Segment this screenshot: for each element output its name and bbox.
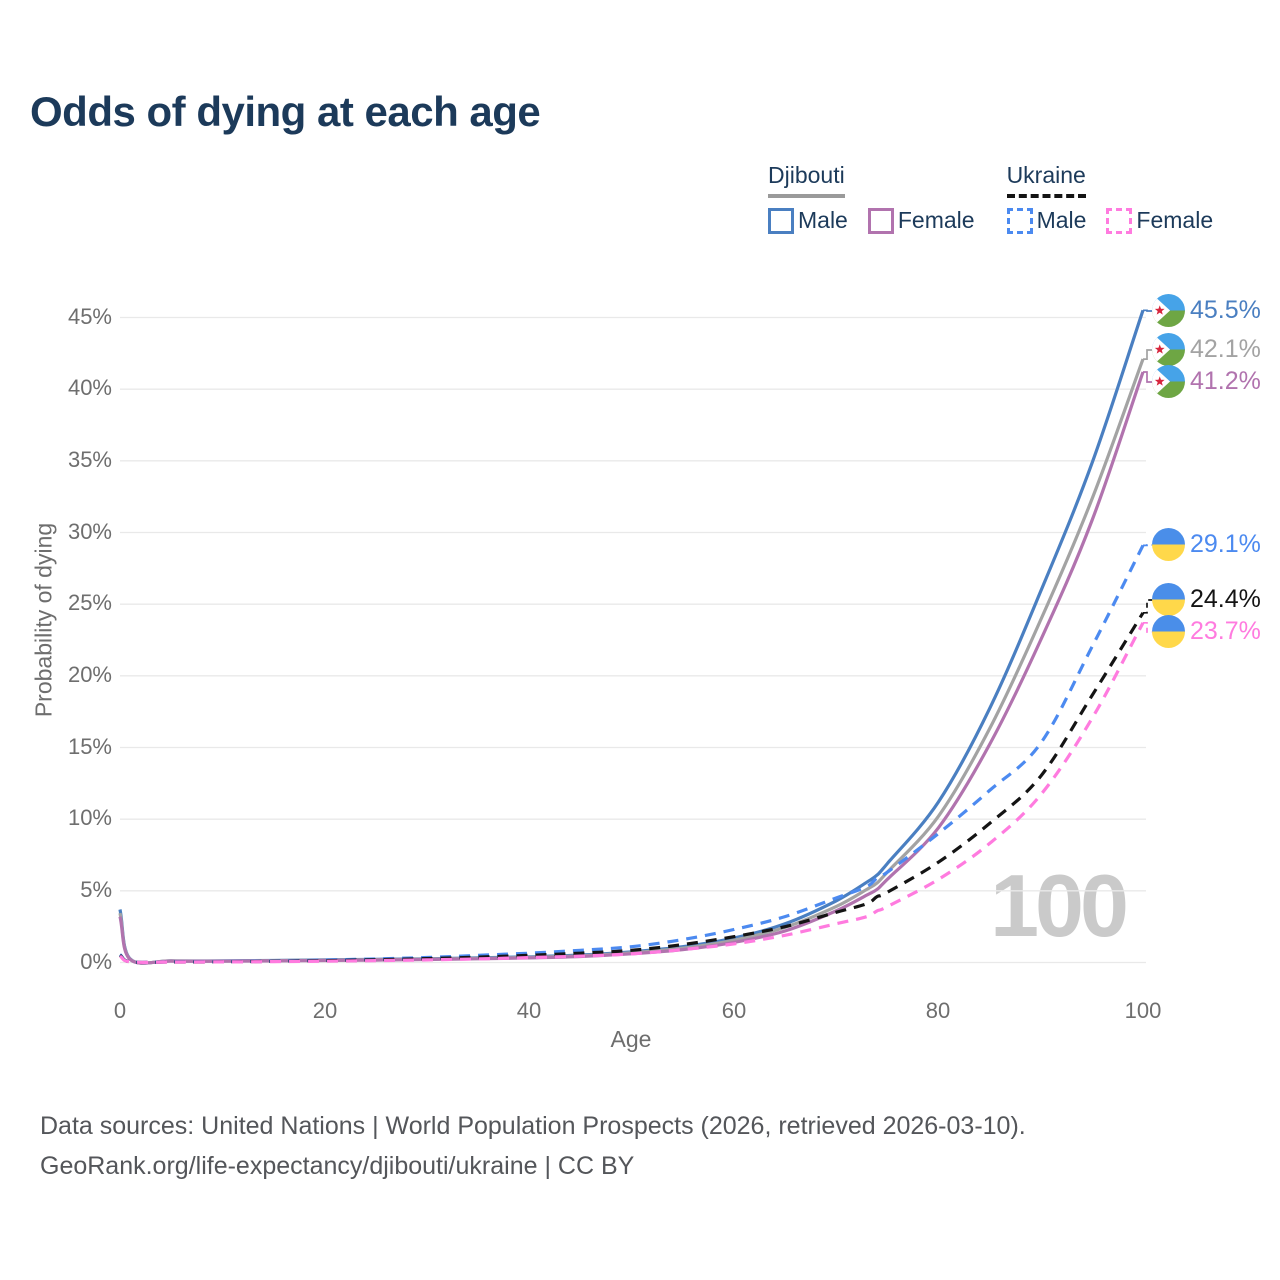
y-axis-tick: 5% [80, 877, 112, 902]
x-axis-tick: 80 [925, 998, 951, 1023]
ukraine-male-swatch-icon [1006, 207, 1033, 234]
y-axis-tick: 45% [67, 304, 112, 329]
legend-header-ukraine[interactable]: Ukraine [1006, 162, 1086, 198]
y-axis-tick: 30% [67, 519, 112, 544]
y-axis-title: Probability of dying [30, 522, 57, 718]
end-label-value: 42.1% [1190, 335, 1261, 363]
series-line-djibouti-both-sexes[interactable] [118, 358, 1145, 965]
legend-header-djibouti-label: Djibouti [768, 162, 845, 188]
x-axis-tick: 40 [516, 998, 542, 1023]
x-axis-tick: 60 [721, 998, 747, 1023]
ukraine-flag-icon [1152, 528, 1185, 561]
end-label-ukraine-both-sexes: 24.4% [1152, 583, 1261, 616]
djibouti-male-swatch-icon [768, 207, 794, 234]
end-label-ukraine-male: 29.1% [1152, 528, 1261, 561]
legend-item-djibouti-male[interactable]: Male [768, 207, 848, 234]
y-axis-tick: 35% [67, 447, 112, 472]
end-label-connector [1143, 371, 1153, 383]
legend-group-ukraine: Ukraine Male Female [1006, 162, 1213, 234]
end-label-connector [1143, 599, 1153, 614]
ukraine-flag-icon [1152, 583, 1185, 616]
legend-item-ukraine-male[interactable]: Male [1006, 207, 1087, 234]
x-axis-title: Age [610, 1026, 652, 1052]
ukraine-flag-icon [1152, 615, 1185, 648]
page-title: Odds of dying at each age [30, 88, 541, 135]
end-label-djibouti-both-sexes: 42.1% [1152, 333, 1261, 366]
end-label-value: 29.1% [1190, 530, 1261, 558]
y-axis-tick: 25% [67, 590, 112, 615]
end-label-connector [1143, 621, 1153, 633]
y-axis-tick: 40% [67, 375, 112, 400]
series-line-ukraine-female[interactable] [119, 622, 1145, 965]
y-axis-tick: 15% [67, 734, 112, 759]
end-label-djibouti-female: 41.2% [1152, 365, 1261, 398]
end-label-djibouti-male: 45.5% [1152, 294, 1261, 327]
legend-items-ukraine: Male Female [1006, 207, 1213, 234]
legend-item-djibouti-female[interactable]: Female [867, 207, 975, 234]
djibouti-flag-icon [1152, 333, 1185, 366]
legend-item-label: Female [897, 207, 975, 233]
end-label-value: 24.4% [1190, 585, 1261, 613]
legend-header-ukraine-label: Ukraine [1006, 162, 1086, 188]
legend-header-djibouti[interactable]: Djibouti [768, 162, 845, 198]
legend-item-label: Male [1036, 207, 1087, 233]
age-watermark: 100 [990, 856, 1129, 955]
y-axis-tick: 20% [67, 662, 112, 687]
footer-attribution-line: GeoRank.org/life-expectancy/djibouti/ukr… [40, 1152, 635, 1180]
legend-items-djibouti: Male Female [768, 207, 975, 234]
legend-item-ukraine-female[interactable]: Female [1106, 207, 1213, 234]
end-label-value: 41.2% [1190, 367, 1261, 395]
end-label-connector [1143, 349, 1153, 360]
legend: Djibouti Male Female Ukraine Mal [768, 162, 1213, 234]
x-axis-tick: 20 [312, 998, 338, 1023]
legend-item-label: Male [798, 207, 848, 233]
y-axis-tick: 10% [67, 805, 112, 830]
ukraine-female-swatch-icon [1106, 207, 1133, 234]
end-label-connector [1143, 309, 1153, 312]
footer: Data sources: United Nations | World Pop… [40, 1106, 1026, 1186]
legend-item-label: Female [1136, 207, 1214, 233]
djibouti-flag-icon [1152, 365, 1185, 398]
series-line-ukraine-male[interactable] [118, 544, 1145, 964]
legend-group-djibouti: Djibouti Male Female [768, 162, 975, 234]
y-axis-tick: 0% [80, 949, 112, 974]
end-label-value: 23.7% [1190, 617, 1261, 645]
end-label-value: 45.5% [1190, 296, 1261, 324]
x-axis-tick: 100 [1124, 998, 1162, 1023]
footer-sources-line: Data sources: United Nations | World Pop… [40, 1112, 1026, 1140]
end-label-ukraine-female: 23.7% [1152, 615, 1261, 648]
series-line-ukraine-both-sexes[interactable] [119, 611, 1145, 965]
series-line-djibouti-male[interactable] [118, 309, 1145, 965]
djibouti-female-swatch-icon [867, 207, 894, 234]
djibouti-flag-icon [1152, 294, 1185, 327]
x-axis-tick: 0 [113, 998, 127, 1023]
